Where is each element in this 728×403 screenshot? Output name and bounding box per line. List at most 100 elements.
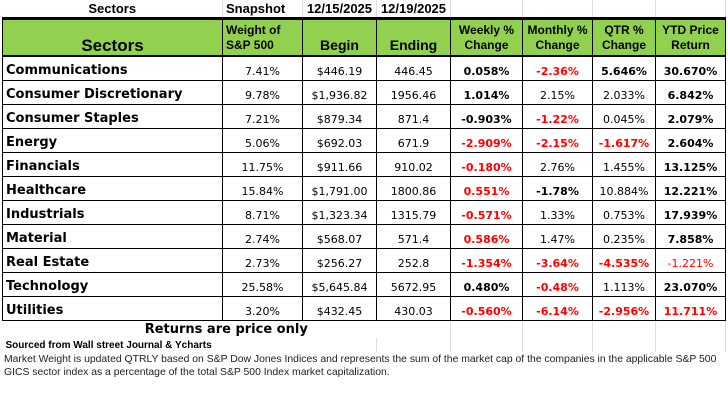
weight-cell: 25.58% [222, 272, 303, 297]
ytd-cell: -1.221% [655, 248, 726, 273]
weight-cell: 9.78% [222, 80, 303, 105]
sector-name: Energy [2, 128, 223, 153]
weight-cell: 15.84% [222, 176, 303, 201]
ytd-cell: 7.858% [655, 224, 726, 249]
table-row: Communications 7.41% $446.19 446.45 0.058% -2… [2, 55, 726, 81]
weekly-cell: -1.354% [450, 248, 523, 273]
qtr-cell: -4.535% [592, 248, 656, 273]
table-row: Utilities 3.20% $432.45 430.03 -0.560% -6.14%… [2, 296, 726, 321]
qtr-cell: -1.617% [592, 128, 656, 153]
weight-cell: 2.73% [222, 248, 303, 273]
monthly-cell: -2.36% [522, 55, 593, 81]
ending-cell: 671.9 [376, 128, 451, 153]
monthly-cell: -2.15% [522, 128, 593, 153]
ending-cell: 1315.79 [376, 200, 451, 225]
ytd-cell: 23.070% [655, 272, 726, 297]
monthly-cell: 1.33% [522, 200, 593, 225]
ytd-cell: 6.842% [655, 80, 726, 105]
header-ending: Ending [376, 17, 451, 57]
weekly-cell: 0.480% [450, 272, 523, 297]
ytd-cell: 2.604% [655, 128, 726, 153]
monthly-cell: -3.64% [522, 248, 593, 273]
header-weight: Weight of S&P 500 [222, 17, 303, 57]
sector-name: Technology [2, 272, 223, 297]
qtr-cell: 1.455% [592, 152, 656, 177]
header-row: Sectors Weight of S&P 500 Begin Ending W… [2, 17, 726, 57]
weekly-cell: -0.571% [450, 200, 523, 225]
begin-cell: $1,323.34 [302, 200, 377, 225]
begin-cell: $5,645.84 [302, 272, 377, 297]
ending-cell: 571.4 [376, 224, 451, 249]
weight-cell: 5.06% [222, 128, 303, 153]
ytd-cell: 11.711% [655, 296, 726, 321]
sector-name: Real Estate [2, 248, 223, 273]
begin-cell: $879.34 [302, 104, 377, 129]
monthly-cell: -0.48% [522, 272, 593, 297]
sector-name: Industrials [2, 200, 223, 225]
source-note: Sourced from Wall street Journal & Ychar… [2, 338, 377, 352]
weekly-cell: -0.180% [450, 152, 523, 177]
table-row: Healthcare 15.84% $1,791.00 1800.86 0.551% -1… [2, 176, 726, 201]
ending-cell: 252.8 [376, 248, 451, 273]
table-row: Technology 25.58% $5,645.84 5672.95 0.480% -0… [2, 272, 726, 297]
qtr-cell: 0.753% [592, 200, 656, 225]
ending-cell: 1800.86 [376, 176, 451, 201]
sector-name: Healthcare [2, 176, 223, 201]
qtr-cell: 2.033% [592, 80, 656, 105]
sector-name: Material [2, 224, 223, 249]
weekly-cell: 0.586% [450, 224, 523, 249]
monthly-cell: 2.76% [522, 152, 593, 177]
table-row: Real Estate 2.73% $256.27 252.8 -1.354% -3.64… [2, 248, 726, 273]
returns-note: Returns are price only [2, 320, 451, 338]
table-row: Industrials 8.71% $1,323.34 1315.79 -0.571% 1… [2, 200, 726, 225]
header-weekly: Weekly % Change [450, 17, 523, 57]
header-sectors: Sectors [2, 17, 223, 57]
monthly-cell: 1.47% [522, 224, 593, 249]
weekly-cell: -0.903% [450, 104, 523, 129]
table-row: Consumer Discretionary 9.78% $1,936.82 1956… [2, 80, 726, 105]
ending-cell: 446.45 [376, 55, 451, 81]
qtr-cell: 0.235% [592, 224, 656, 249]
begin-cell: $568.07 [302, 224, 377, 249]
weekly-cell: -0.560% [450, 296, 523, 321]
qtr-cell: 5.646% [592, 55, 656, 81]
begin-cell: $692.03 [302, 128, 377, 153]
sector-table: Sectors Snapshot 12/15/2025 12/19/2025 S… [2, 0, 726, 352]
monthly-cell: -6.14% [522, 296, 593, 321]
header-qtr: QTR % Change [592, 17, 656, 57]
sector-name: Communications [2, 55, 223, 81]
top-title: Sectors [2, 0, 223, 19]
weight-cell: 7.41% [222, 55, 303, 81]
sector-name: Financials [2, 152, 223, 177]
weight-cell: 2.74% [222, 224, 303, 249]
begin-cell: $432.45 [302, 296, 377, 321]
weight-cell: 7.21% [222, 104, 303, 129]
ending-cell: 1956.46 [376, 80, 451, 105]
table-row: Financials 11.75% $911.66 910.02 -0.180% 2.76… [2, 152, 726, 177]
ytd-cell: 30.670% [655, 55, 726, 81]
sector-name: Consumer Discretionary [2, 80, 223, 105]
begin-date: 12/15/2025 [302, 0, 377, 19]
sector-name: Utilities [2, 296, 223, 321]
begin-cell: $1,791.00 [302, 176, 377, 201]
weekly-cell: -2.909% [450, 128, 523, 153]
weight-note: Market Weight is updated QTRLY based on … [4, 354, 717, 378]
table-row: Energy 5.06% $692.03 671.9 -2.909% -2.15% -1.6… [2, 128, 726, 153]
qtr-cell: 10.884% [592, 176, 656, 201]
header-monthly: Monthly % Change [522, 17, 593, 57]
monthly-cell: -1.22% [522, 104, 593, 129]
weight-cell: 3.20% [222, 296, 303, 321]
ending-cell: 910.02 [376, 152, 451, 177]
ytd-cell: 17.939% [655, 200, 726, 225]
begin-cell: $256.27 [302, 248, 377, 273]
ending-cell: 871.4 [376, 104, 451, 129]
weight-cell: 11.75% [222, 152, 303, 177]
weekly-cell: 1.014% [450, 80, 523, 105]
ytd-cell: 13.125% [655, 152, 726, 177]
header-ytd: YTD Price Return [655, 17, 726, 57]
table-row: Material 2.74% $568.07 571.4 0.586% 1.47% 0.23… [2, 224, 726, 249]
monthly-cell: -1.78% [522, 176, 593, 201]
weight-cell: 8.71% [222, 200, 303, 225]
begin-cell: $446.19 [302, 55, 377, 81]
weekly-cell: 0.058% [450, 55, 523, 81]
